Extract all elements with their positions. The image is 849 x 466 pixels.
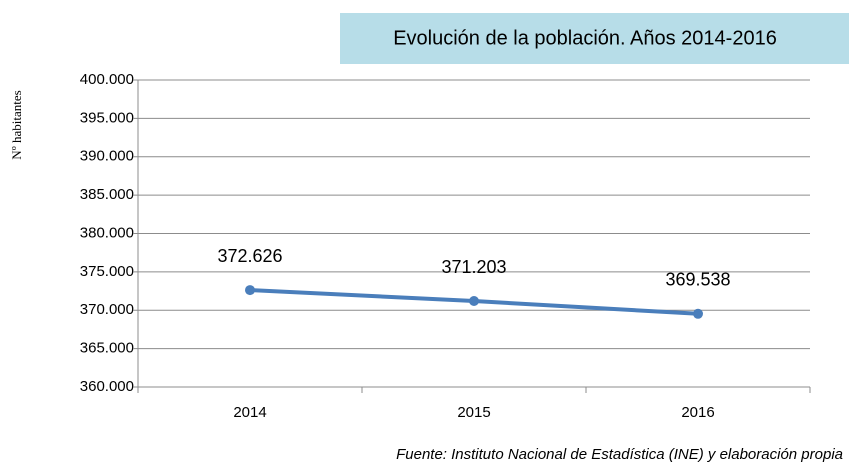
data-label: 369.538 [665,270,730,290]
y-tick-label: 375.000 [80,263,134,280]
data-point [693,308,703,319]
x-tick-label: 2015 [457,404,490,421]
data-point [245,285,255,296]
data-label: 372.626 [217,246,282,266]
y-tick-label: 365.000 [80,340,134,357]
y-tick-label: 360.000 [80,378,134,395]
x-tick-label: 2014 [233,404,266,421]
y-tick-label: 385.000 [80,186,134,203]
y-tick-label: 390.000 [80,148,134,165]
y-tick-label: 370.000 [80,301,134,318]
data-point [469,296,479,307]
y-tick-label: 380.000 [80,224,134,241]
y-axis-label: Nº habitantes [9,90,24,159]
x-tick-label: 2016 [681,404,714,421]
y-tick-label: 400.000 [80,71,134,88]
y-tick-label: 395.000 [80,109,134,126]
data-label: 371.203 [441,257,506,277]
title-box [340,13,849,64]
chart-title: Evolución de la población. Años 2014-201… [393,27,777,49]
source-note: Fuente: Instituto Nacional de Estadístic… [396,446,843,463]
